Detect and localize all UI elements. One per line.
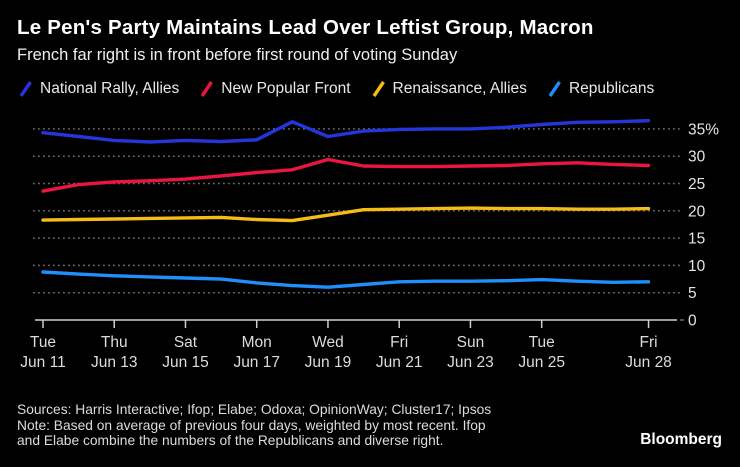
y-axis-label-5: 5: [688, 285, 697, 302]
y-axis-label-10: 10: [688, 258, 706, 275]
legend-label: Republicans: [568, 80, 655, 97]
legend: National Rally, Allies New Popular Front R…: [19, 79, 654, 99]
x-axis-label-jun-15: Sat Jun 15: [162, 334, 209, 371]
y-axis-label-20: 20: [688, 203, 706, 220]
y-axis-label-35: 35%: [688, 121, 719, 138]
legend-slash-icon: [372, 81, 385, 97]
bloomberg-logo: Bloomberg: [640, 431, 722, 448]
legend-item-renaissance-allies: Renaissance, Allies: [372, 80, 527, 98]
legend-label: New Popular Front: [221, 80, 351, 97]
legend-item-new-popular-front: New Popular Front: [200, 80, 351, 98]
series-line-renaissance-allies: [41, 206, 651, 223]
footer-line: and Elabe combine the numbers of the Rep…: [17, 433, 444, 449]
legend-item-national-rally-allies: National Rally, Allies: [19, 80, 179, 98]
x-axis-label-jun-23: Sun Jun 23: [447, 334, 494, 371]
series-line-republicans: [41, 270, 651, 289]
chart-title: Le Pen's Party Maintains Lead Over Lefti…: [17, 16, 594, 39]
legend-label: Renaissance, Allies: [392, 80, 527, 97]
legend-slash-icon: [548, 81, 561, 97]
y-axis-label-15: 15: [688, 231, 705, 248]
x-axis-label-jun-19: Wed Jun 19: [305, 334, 352, 371]
y-axis-label-30: 30: [688, 149, 706, 166]
legend-item-republicans: Republicans: [548, 80, 654, 98]
chart-subtitle: French far right is in front before firs…: [17, 46, 458, 64]
series-line-national-rally-allies: [41, 118, 651, 144]
x-axis-label-jun-11: Tue Jun 11: [20, 334, 65, 371]
legend-label: National Rally, Allies: [40, 80, 180, 97]
y-axis-label-0: 0: [688, 313, 697, 330]
x-axis-label-jun-25: Tue Jun 25: [518, 334, 565, 371]
series-line-new-popular-front: [41, 157, 651, 193]
source-note-text: Sources: Harris Interactive; Ifop; Elabe…: [17, 402, 491, 449]
x-axis-label-jun-21: Fri Jun 21: [376, 334, 423, 371]
x-axis-label-jun-28: Fri Jun 28: [625, 334, 672, 371]
footer-line: Note: Based on average of previous four …: [17, 417, 486, 433]
legend-slash-icon: [200, 81, 214, 97]
legend-slash-icon: [19, 81, 32, 97]
footer-line: Sources: Harris Interactive; Ifop; Elabe…: [17, 402, 492, 417]
x-axis-label-jun-17: Mon Jun 17: [233, 334, 280, 371]
x-axis-label-jun-13: Thu Jun 13: [91, 334, 138, 371]
y-axis-label-25: 25: [688, 176, 705, 193]
